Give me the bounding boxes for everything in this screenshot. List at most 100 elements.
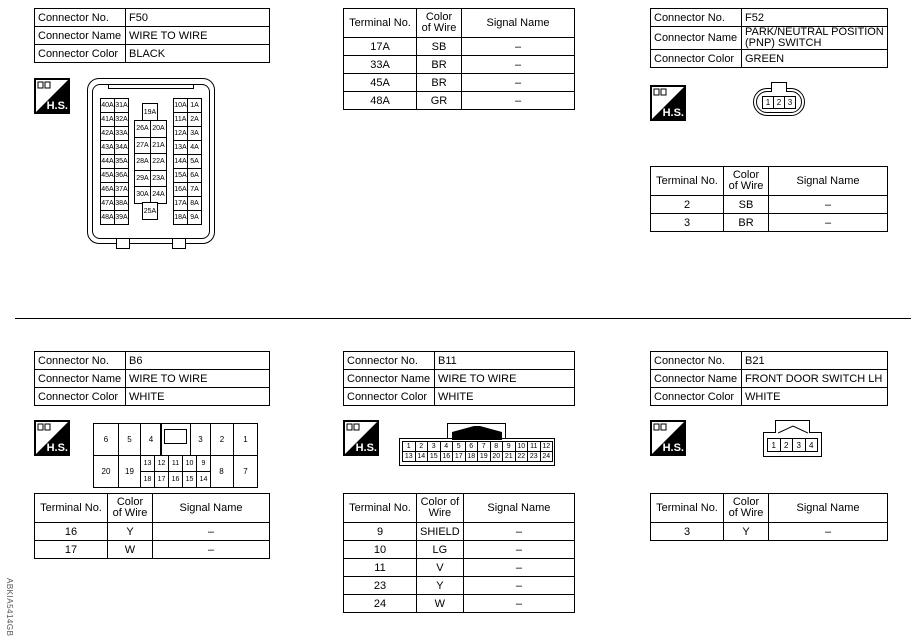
connector-pin: 3A xyxy=(187,126,202,141)
info-row: Connector Name WIRE TO WIRE xyxy=(34,26,270,45)
connector-pin: 10 xyxy=(182,455,197,472)
connector-pin: 18A xyxy=(173,210,188,225)
wire-color-cell: V xyxy=(416,558,464,577)
connector-f50-latch xyxy=(108,84,194,89)
wire-color-cell: SHIELD xyxy=(416,522,464,541)
connector-pin: 1 xyxy=(762,96,774,109)
connector-pin: 17 xyxy=(154,471,169,488)
info-row: Connector Color BLACK xyxy=(34,44,270,63)
wire-color-cell: BR xyxy=(416,73,462,92)
connector-pin: 15 xyxy=(427,451,441,462)
info-label: Connector Color xyxy=(650,387,742,406)
header-row: Terminal No. Color of Wire Signal Name xyxy=(343,8,575,38)
connector-pin: 22A xyxy=(150,153,167,171)
connector-pin: 23A xyxy=(150,169,167,187)
connector-pin: 12A xyxy=(173,126,188,141)
connector-b11-housing xyxy=(399,438,555,466)
header-color-of-wire: Color of Wire xyxy=(107,493,153,523)
connector-pin: 26A xyxy=(134,120,151,138)
connector-b11-lock xyxy=(452,426,502,440)
connector-pin: 46A xyxy=(100,182,115,197)
signal-cell: – xyxy=(462,576,576,595)
connector-pin: 24 xyxy=(539,451,553,462)
table-row: 23 Y – xyxy=(343,576,576,595)
header-signal-name: Signal Name xyxy=(152,493,270,523)
info-row: Connector Color WHITE xyxy=(650,387,888,406)
connector-f50-key xyxy=(172,239,186,249)
header-row: Terminal No. Color of Wire Signal Name xyxy=(34,493,270,523)
wire-color-cell: W xyxy=(416,594,464,613)
info-row: Connector No. B11 xyxy=(343,351,575,370)
wire-color-cell: Y xyxy=(107,522,153,541)
connector-info-table-f50: Connector No. F50 Connector Name WIRE TO WI… xyxy=(34,8,270,63)
harness-side-icon: H.S. xyxy=(650,420,686,456)
signal-cell: – xyxy=(461,73,575,92)
header-color-of-wire: Color of Wire xyxy=(723,493,769,523)
connector-pin: 16 xyxy=(168,471,183,488)
hs-label: H.S. xyxy=(662,107,684,119)
harness-side-icon: H.S. xyxy=(34,420,70,456)
wire-color-cell: GR xyxy=(416,91,462,110)
table-row: 10 LG – xyxy=(343,540,576,559)
header-signal-name: Signal Name xyxy=(462,493,576,523)
table-row: 11 V – xyxy=(343,558,576,577)
info-row: Connector No. F52 xyxy=(650,8,888,27)
connector-pin: 48A xyxy=(100,210,115,225)
header-color-of-wire: Color of Wire xyxy=(416,8,462,38)
table-row: 45A BR – xyxy=(343,73,575,92)
connector-pin: 6 xyxy=(93,423,119,456)
connector-info-table-b11: Connector No. B11 Connector Name WIRE TO WI… xyxy=(343,351,575,406)
connector-pin: 40A xyxy=(100,98,115,113)
connector-pin: 38A xyxy=(114,196,129,211)
connector-pin: 13A xyxy=(173,140,188,155)
info-value-name: WIRE TO WIRE xyxy=(434,369,575,388)
info-row: Connector Name FRONT DOOR SWITCH LH xyxy=(650,369,888,388)
info-row: Connector No. B6 xyxy=(34,351,270,370)
signal-cell: – xyxy=(462,558,576,577)
connector-pin: 4 xyxy=(140,423,162,456)
terminal-cell: 2 xyxy=(650,195,724,214)
connector-pin: 8 xyxy=(209,455,234,488)
wire-color-cell: Y xyxy=(723,522,769,541)
connector-info-table-b6: Connector No. B6 Connector Name WIRE TO WIR… xyxy=(34,351,270,406)
connector-pin: 20A xyxy=(150,120,167,138)
connector-pin: 19 xyxy=(118,455,141,488)
info-value-color: GREEN xyxy=(741,49,888,68)
connector-f50-inner xyxy=(92,84,210,239)
info-label: Connector No. xyxy=(343,351,435,370)
terminal-cell: 3 xyxy=(650,522,724,541)
info-value-no: B21 xyxy=(741,351,888,370)
connector-pin: 15A xyxy=(173,168,188,183)
terminal-cell: 33A xyxy=(343,55,417,74)
terminal-cell: 17A xyxy=(343,37,417,56)
info-row: Connector No. F50 xyxy=(34,8,270,27)
table-row: 48A GR – xyxy=(343,91,575,110)
terminal-cell: 3 xyxy=(650,213,724,232)
connector-pin: 34A xyxy=(114,140,129,155)
connector-pin: 22 xyxy=(514,451,528,462)
connector-pin: 9 xyxy=(196,455,211,472)
connector-pin: 15 xyxy=(182,471,197,488)
header-terminal-no: Terminal No. xyxy=(343,8,417,38)
info-value-no: B11 xyxy=(434,351,575,370)
connector-pin: 6A xyxy=(187,168,202,183)
connector-pin: 36A xyxy=(114,168,129,183)
terminal-table-f50: Terminal No. Color of Wire Signal Name 17A S… xyxy=(343,8,575,110)
connector-pin: 13 xyxy=(140,455,155,472)
signal-cell: – xyxy=(152,522,270,541)
terminal-cell: 10 xyxy=(343,540,417,559)
info-value-color: WHITE xyxy=(125,387,270,406)
info-value-name: WIRE TO WIRE xyxy=(125,26,270,45)
connector-pin: 11 xyxy=(168,455,183,472)
signal-cell: – xyxy=(462,594,576,613)
signal-cell: – xyxy=(461,37,575,56)
info-label: Connector No. xyxy=(34,8,126,27)
info-value-name: WIRE TO WIRE xyxy=(125,369,270,388)
info-label: Connector Color xyxy=(343,387,435,406)
info-label: Connector Color xyxy=(650,49,742,68)
terminal-cell: 16 xyxy=(34,522,108,541)
connector-pin: 32A xyxy=(114,112,129,127)
connector-info-table-f52: Connector No. F52 Connector Name PARK/NEUTR… xyxy=(650,8,888,68)
wire-color-cell: BR xyxy=(723,213,769,232)
info-row: Connector Name WIRE TO WIRE xyxy=(34,369,270,388)
